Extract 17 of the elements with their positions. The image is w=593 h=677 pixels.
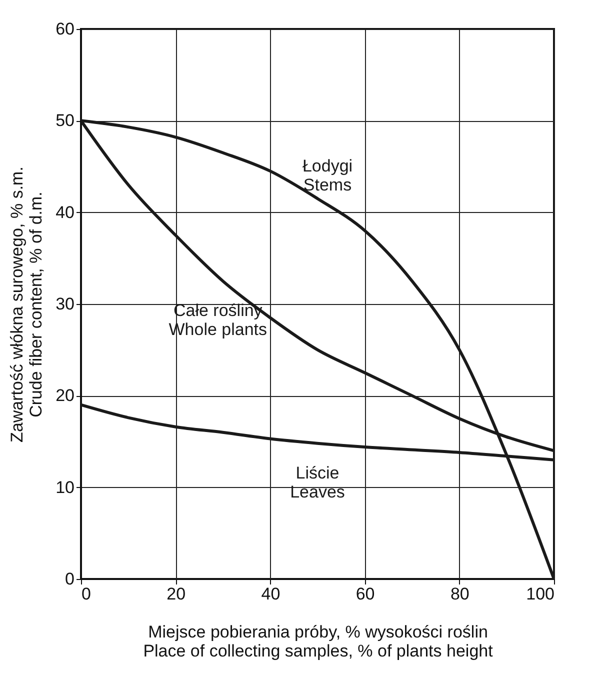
x-tick-label: 100 <box>526 584 554 604</box>
y-tick-label: 50 <box>56 111 74 130</box>
x-tick-label: 40 <box>261 584 280 604</box>
y-tick-label: 0 <box>65 570 74 588</box>
y-tick-label: 10 <box>56 478 74 497</box>
y-tick-label: 40 <box>56 202 74 222</box>
series-label: Łodygi Stems <box>302 156 353 195</box>
x-tick-label: 20 <box>166 584 186 604</box>
series-label: Liście Leaves <box>290 463 345 502</box>
x-tick-label: 60 <box>356 584 375 604</box>
y-axis-title: Zawartość włókna surowego, % s.m. Crude fiber content, % of d.m. <box>8 166 46 442</box>
x-tick-label: 0 <box>82 584 91 604</box>
x-axis-title: Miejsce pobierania próby, % wysokości roślin Place of collecting samples, % of plants height <box>143 622 494 660</box>
x-tick-label: 80 <box>450 584 470 604</box>
y-tick-label: 20 <box>56 386 74 406</box>
y-tick-label: 60 <box>56 20 74 38</box>
y-tick-label: 30 <box>56 294 74 314</box>
